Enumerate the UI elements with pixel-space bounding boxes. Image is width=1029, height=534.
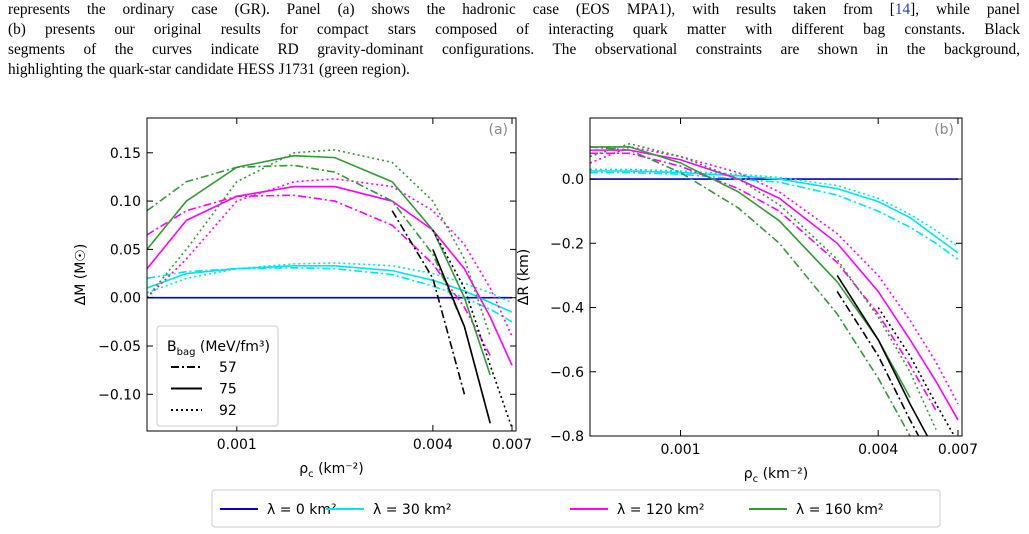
- x-axis-label: ρc (km⁻²): [744, 466, 809, 485]
- curve: [147, 266, 513, 323]
- symbol: B: [167, 339, 177, 355]
- axes-frame: [146, 117, 517, 432]
- plot-area: [147, 149, 513, 429]
- text-line: represents the ordinary case (GR). Panel…: [8, 0, 1020, 20]
- y-tick-label: 0.05: [110, 242, 141, 258]
- y-tick-label: 0.0: [562, 172, 584, 188]
- subscript: bag: [177, 347, 196, 358]
- text-line: (b) presents our original results for co…: [8, 21, 1020, 38]
- y-tick-label: 0.15: [110, 146, 141, 162]
- x-tick-label: 0.004: [413, 437, 453, 453]
- style-legend-box: [156, 325, 279, 427]
- x-tick-label: 0.001: [660, 442, 700, 458]
- paragraph: represents the ordinary case (GR). Panel…: [8, 0, 1020, 80]
- y-tick-label: 0.10: [110, 194, 141, 210]
- subscript: c: [308, 469, 314, 480]
- curve: [590, 152, 937, 411]
- curve: [147, 149, 491, 337]
- axes-frame: [589, 117, 963, 437]
- unit: (km⁻²): [758, 466, 808, 482]
- y-tick-label: 0.00: [110, 291, 141, 307]
- x-axis-label: ρc (km⁻²): [299, 461, 364, 480]
- curve: [432, 229, 513, 429]
- y-tick-label: −0.05: [98, 339, 141, 355]
- subscript: c: [753, 474, 759, 485]
- curve: [590, 146, 911, 436]
- y-axis-label: ΔM (M☉): [73, 244, 89, 306]
- style-legend-label: 92: [219, 403, 237, 419]
- curve: [147, 164, 491, 424]
- curve: [147, 265, 513, 313]
- symbol: ρ: [744, 466, 753, 482]
- curve: [391, 210, 466, 395]
- text-line: highlighting the quark-star candidate HE…: [8, 61, 410, 78]
- legend-label: λ = 160 km²: [796, 502, 883, 518]
- curve: [836, 291, 920, 436]
- annotation: (a): [488, 122, 508, 138]
- legend-label: λ = 0 km²: [267, 502, 337, 518]
- curve: [590, 168, 959, 248]
- x-tick-label: 0.001: [217, 437, 257, 453]
- y-axis-label: ΔR (km): [516, 249, 532, 305]
- curve: [877, 307, 956, 436]
- panel: 0.001 0.004 0.007 −0.10 −0.05 0.00 0.05 0.10 0.1…: [73, 117, 532, 480]
- curve: [590, 171, 959, 260]
- style-legend-label: 57: [219, 360, 237, 376]
- y-tick-label: −0.8: [550, 429, 584, 445]
- x-tick-label: 0.004: [858, 442, 898, 458]
- legend-label: λ = 30 km²: [373, 502, 452, 518]
- x-tick-label: 0.007: [938, 442, 978, 458]
- y-tick-label: −0.10: [98, 387, 141, 403]
- y-tick-label: −0.6: [550, 365, 584, 381]
- curve: [147, 154, 491, 376]
- curve: [147, 178, 513, 337]
- curve: [432, 249, 491, 424]
- plot-area: [590, 142, 959, 436]
- text: represents the ordinary case (GR). Panel…: [8, 1, 895, 18]
- curve: [147, 262, 513, 304]
- curve: [147, 185, 513, 366]
- y-tick-label: −0.4: [550, 301, 584, 317]
- unit: (km⁻²): [314, 461, 364, 477]
- curve: [590, 149, 959, 421]
- reference-link[interactable]: 14: [894, 1, 911, 18]
- curve: [147, 194, 491, 357]
- x-tick-label: 0.007: [492, 437, 532, 453]
- curve: [590, 146, 959, 405]
- style-legend-title: Bbag (MeV/fm³): [167, 339, 270, 358]
- curve: [836, 274, 929, 436]
- style-legend-label: 75: [219, 382, 237, 398]
- annotation: (b): [934, 122, 954, 138]
- text: ], while panel: [910, 1, 1021, 18]
- curve: [590, 142, 937, 430]
- text-line: segments of the curves indicate RD gravi…: [8, 41, 1020, 58]
- symbol: ρ: [299, 461, 308, 477]
- panel: 0.001 0.004 0.007 −0.8 −0.6 −0.4 −0.2 0.0 (b) ρc …: [516, 117, 978, 485]
- unit: (MeV/fm³): [195, 339, 270, 355]
- y-tick-label: −0.2: [550, 236, 584, 252]
- curve: [590, 170, 959, 254]
- legend-label: λ = 120 km²: [617, 502, 704, 518]
